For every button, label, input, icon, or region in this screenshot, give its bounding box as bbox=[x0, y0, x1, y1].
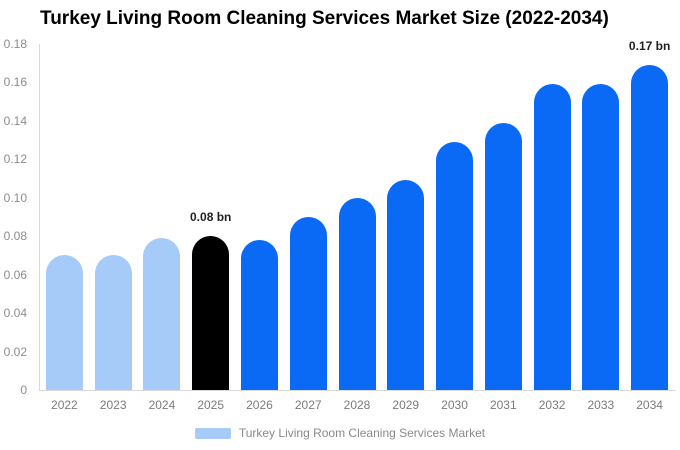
chart-title: Turkey Living Room Cleaning Services Mar… bbox=[40, 8, 609, 29]
bar-2031[interactable] bbox=[484, 122, 522, 390]
bar-2030[interactable] bbox=[436, 142, 474, 390]
legend[interactable]: Turkey Living Room Cleaning Services Mar… bbox=[0, 426, 680, 440]
x-tick-label: 2024 bbox=[148, 398, 176, 412]
bar-2028[interactable] bbox=[338, 197, 376, 390]
x-tick-label: 2030 bbox=[441, 398, 468, 412]
bar-2032[interactable] bbox=[533, 84, 571, 390]
value-label: 0.17 bn bbox=[628, 39, 671, 54]
legend-label: Turkey Living Room Cleaning Services Mar… bbox=[238, 426, 486, 440]
y-tick-label: 0 bbox=[20, 383, 27, 397]
y-tick-label: 0.06 bbox=[3, 267, 27, 282]
legend-swatch bbox=[194, 427, 231, 439]
bar-2024[interactable] bbox=[143, 238, 181, 390]
bar-2025[interactable] bbox=[192, 236, 230, 390]
x-axis-line bbox=[39, 390, 676, 391]
bar-2029[interactable] bbox=[387, 180, 425, 390]
y-tick-label: 0.16 bbox=[3, 75, 27, 90]
value-label: 0.08 bn bbox=[190, 210, 232, 225]
x-tick-label: 2027 bbox=[294, 398, 322, 412]
y-tick-label: 0.02 bbox=[3, 344, 27, 359]
x-tick-label: 2033 bbox=[587, 398, 615, 412]
bar-2027[interactable] bbox=[289, 217, 327, 390]
bar-2034[interactable] bbox=[631, 65, 669, 390]
x-tick-label: 2032 bbox=[538, 398, 566, 412]
y-tick-label: 0.08 bbox=[3, 229, 27, 244]
y-tick-label: 0.04 bbox=[3, 306, 27, 321]
x-tick-label: 2031 bbox=[489, 398, 517, 412]
bar-2022[interactable] bbox=[45, 255, 83, 390]
bar-2026[interactable] bbox=[240, 240, 278, 390]
x-tick-label: 2028 bbox=[343, 398, 371, 412]
bar-2023[interactable] bbox=[94, 255, 132, 390]
y-tick-label: 0.12 bbox=[3, 152, 27, 167]
x-tick-label: 2023 bbox=[99, 398, 127, 412]
y-tick-label: 0.14 bbox=[3, 113, 27, 128]
y-tick-label: 0.10 bbox=[3, 190, 27, 205]
x-tick-label: 2022 bbox=[51, 398, 78, 412]
y-tick-label: 0.18 bbox=[3, 37, 27, 51]
x-tick-label: 2025 bbox=[197, 398, 225, 412]
x-tick-label: 2034 bbox=[636, 398, 663, 412]
x-tick-label: 2026 bbox=[246, 398, 273, 412]
bar-2033[interactable] bbox=[582, 84, 620, 390]
y-axis-line bbox=[39, 44, 40, 391]
x-tick-label: 2029 bbox=[392, 398, 420, 412]
